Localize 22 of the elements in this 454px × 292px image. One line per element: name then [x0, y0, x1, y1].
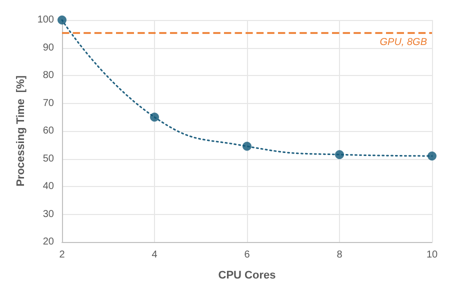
x-tick-label: 2	[59, 250, 66, 260]
y-tick-label: 90	[42, 42, 54, 54]
point	[335, 150, 344, 160]
x-tick-label: 4	[152, 250, 158, 260]
y-axis-title: Processing Time [%]	[14, 75, 27, 187]
point	[428, 151, 436, 160]
point	[242, 142, 252, 151]
y-tick-label: 100	[37, 14, 54, 26]
point	[150, 112, 159, 122]
ref-line-label: GPU, 8GB	[380, 36, 428, 48]
x-tick-label: 6	[244, 250, 250, 260]
y-tick-label: 20	[42, 236, 54, 248]
y-tick-label: 80	[42, 70, 54, 81]
y-tick-label: 30	[42, 208, 54, 220]
point	[58, 16, 66, 24]
x-tick-label: 8	[336, 250, 343, 260]
y-tick-label: 40	[42, 181, 54, 192]
y-tick-label: 60	[42, 126, 54, 136]
y-tick-label: 50	[42, 153, 54, 164]
x-axis-title: CPU Cores	[218, 270, 276, 282]
y-tick-label: 70	[42, 98, 54, 109]
x-tick-label: 10	[426, 250, 438, 260]
